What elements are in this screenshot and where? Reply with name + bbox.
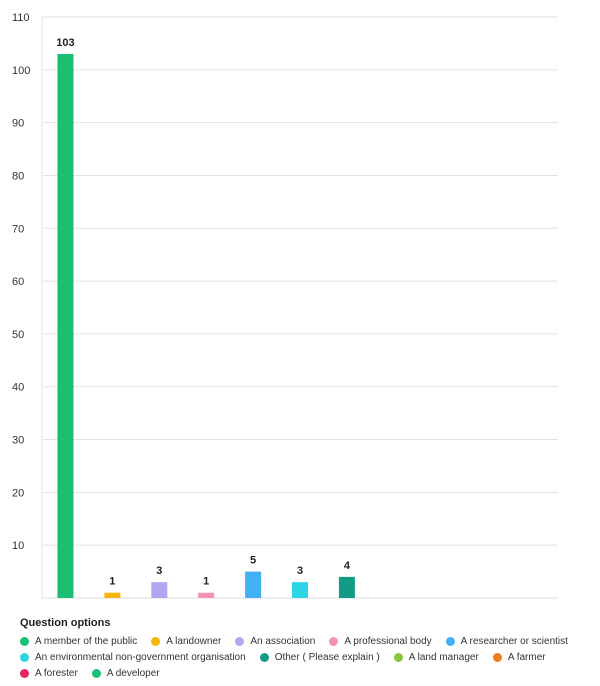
y-tick-label: 100 bbox=[12, 65, 30, 77]
legend-label: A forester bbox=[35, 667, 78, 679]
legend-label: A developer bbox=[106, 667, 160, 679]
legend-label: An environmental non-government organisa… bbox=[35, 651, 246, 663]
y-tick-label: 30 bbox=[12, 435, 24, 447]
legend-label: Other ( Please explain ) bbox=[274, 651, 380, 663]
legend-dot-icon bbox=[20, 636, 29, 646]
y-tick-label: 70 bbox=[12, 223, 24, 235]
y-tick-label: 110 bbox=[12, 12, 30, 24]
legend-dot-icon bbox=[20, 652, 29, 662]
bar[interactable] bbox=[245, 571, 262, 598]
legend-item[interactable]: A forester bbox=[20, 665, 78, 681]
legend-label: A researcher or scientist bbox=[460, 635, 568, 647]
legend-items: A member of the public A landowner An asso… bbox=[20, 633, 590, 681]
data-label: 5 bbox=[250, 555, 256, 567]
legend-dot-icon bbox=[445, 636, 455, 646]
legend-dot-icon bbox=[393, 652, 403, 662]
data-label: 103 bbox=[56, 37, 74, 49]
legend-dot-icon bbox=[259, 652, 269, 662]
bar[interactable] bbox=[57, 53, 74, 599]
legend-label: A member of the public bbox=[35, 635, 138, 647]
legend-dot-icon bbox=[235, 636, 245, 646]
legend-label: A land manager bbox=[408, 651, 479, 663]
legend-item[interactable]: A landowner bbox=[151, 633, 221, 649]
legend-item[interactable]: An environmental non-government organisa… bbox=[20, 649, 246, 665]
legend-title: Question options bbox=[20, 617, 111, 629]
data-label: 1 bbox=[203, 576, 209, 588]
y-tick-label: 50 bbox=[12, 329, 24, 341]
legend-item[interactable]: A professional body bbox=[329, 633, 432, 649]
y-tick-label: 80 bbox=[12, 170, 24, 182]
chart-svg: 10 20 30 40 50 60 70 80 90 100 110 103 1 3 1 5 3 4 bbox=[12, 12, 558, 599]
legend-item[interactable]: A farmer bbox=[492, 649, 546, 665]
data-label: 1 bbox=[109, 576, 115, 588]
legend-item[interactable]: Other ( Please explain ) bbox=[259, 649, 380, 665]
legend-dot-icon bbox=[91, 668, 101, 678]
legend-label: A farmer bbox=[507, 651, 546, 663]
bar[interactable] bbox=[104, 592, 121, 598]
legend-label: A professional body bbox=[344, 635, 432, 647]
legend-dot-icon bbox=[329, 636, 339, 646]
bar[interactable] bbox=[292, 582, 308, 598]
legend-dot-icon bbox=[492, 652, 502, 662]
y-tick-label: 90 bbox=[12, 118, 24, 130]
legend-item[interactable]: A land manager bbox=[393, 649, 479, 665]
bar[interactable] bbox=[338, 576, 355, 598]
bar[interactable] bbox=[198, 592, 215, 598]
legend-dot-icon bbox=[20, 668, 29, 678]
legend-item[interactable]: A developer bbox=[91, 665, 160, 681]
data-label: 3 bbox=[156, 565, 162, 577]
legend-dot-icon bbox=[151, 636, 161, 646]
legend-item[interactable]: An association bbox=[235, 633, 315, 649]
bar-chart: 10 20 30 40 50 60 70 80 90 100 110 103 1 3 1 5 3 4 bbox=[12, 12, 558, 599]
bar[interactable] bbox=[151, 582, 168, 598]
y-tick-label: 60 bbox=[12, 276, 24, 288]
y-tick-label: 10 bbox=[12, 540, 24, 552]
legend-label: A landowner bbox=[166, 635, 222, 647]
legend-label: An association bbox=[250, 635, 316, 647]
y-tick-label: 40 bbox=[12, 382, 24, 394]
data-label: 4 bbox=[344, 560, 351, 572]
legend-item[interactable]: A member of the public bbox=[20, 633, 137, 649]
data-label: 3 bbox=[297, 565, 303, 577]
legend: Question options A member of the public A… bbox=[20, 617, 590, 681]
legend-item[interactable]: A researcher or scientist bbox=[445, 633, 568, 649]
y-tick-label: 20 bbox=[12, 487, 24, 499]
